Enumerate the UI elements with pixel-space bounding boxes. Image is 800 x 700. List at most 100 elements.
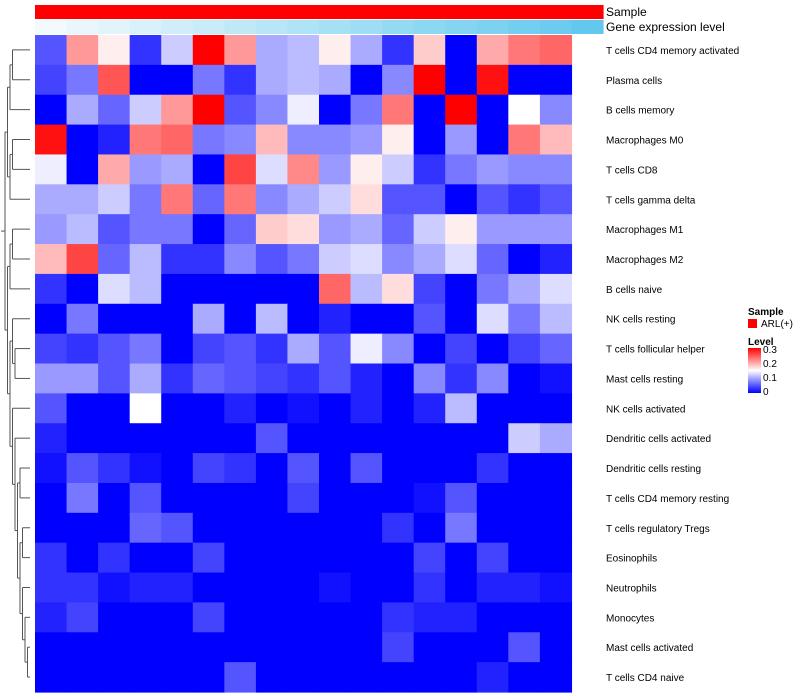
heatmap-cell-r16-c10 (350, 512, 383, 544)
heatmap-cell-r2-c14 (476, 94, 509, 126)
heatmap-cell-r13-c0 (35, 423, 68, 454)
heatmap-cell-r14-c3 (129, 453, 162, 484)
heatmap-cell-r7-c11 (382, 244, 415, 275)
heatmap-cell-r17-c8 (287, 542, 320, 574)
heatmap-cell-r3-c10 (350, 124, 383, 156)
heatmap-cell-r3-c11 (382, 124, 415, 156)
heatmap-cell-r13-c5 (192, 423, 225, 454)
heatmap-cell-r11-c5 (192, 363, 225, 394)
heatmap-cell-r5-c5 (192, 184, 225, 215)
legend-level-colorbar (748, 348, 761, 393)
heatmap-cell-r3-c7 (255, 124, 289, 156)
annotation-0-cell-9 (319, 5, 352, 19)
heatmap-cell-r10-c13 (445, 333, 478, 365)
annotation-0-cell-15 (508, 5, 541, 19)
heatmap-cell-r4-c5 (192, 154, 225, 185)
heatmap-cell-r18-c7 (255, 572, 289, 604)
heatmap-cell-r7-c7 (255, 244, 289, 275)
heatmap-cell-r13-c1 (66, 423, 99, 454)
heatmap-cell-r3-c5 (192, 124, 225, 156)
heatmap-cell-r19-c7 (255, 602, 289, 633)
row-label-18: Neutrophils (606, 583, 657, 594)
heatmap-cell-r21-c10 (350, 662, 383, 693)
heatmap-cell-r12-c3 (129, 393, 162, 424)
heatmap-cell-r19-c11 (382, 602, 415, 633)
legend-level-tick-1: 0.2 (763, 359, 777, 370)
heatmap-cell-r4-c13 (445, 154, 478, 185)
annotation-0-cell-8 (287, 5, 320, 19)
annotation-0-cell-16 (539, 5, 573, 19)
heatmap-cell-r7-c8 (287, 244, 320, 275)
row-label-2: B cells memory (606, 106, 674, 117)
heatmap-cell-r0-c10 (350, 35, 383, 66)
heatmap-cell-r9-c4 (161, 303, 194, 335)
heatmap-cell-r19-c3 (129, 602, 162, 633)
heatmap-cell-r19-c13 (445, 602, 478, 633)
heatmap-cell-r17-c2 (98, 542, 131, 574)
heatmap-cell-r6-c6 (224, 214, 257, 245)
heatmap-cell-r13-c8 (287, 423, 320, 454)
heatmap-cell-r17-c14 (476, 542, 509, 574)
heatmap-cell-r0-c6 (224, 35, 257, 66)
heatmap-cell-r5-c8 (287, 184, 320, 215)
heatmap-cell-r12-c2 (98, 393, 131, 424)
annotation-1-cell-9 (319, 20, 352, 34)
heatmap-cell-r1-c13 (445, 64, 478, 96)
heatmap-cell-r20-c3 (129, 632, 162, 663)
heatmap-cell-r1-c5 (192, 64, 225, 96)
heatmap-cell-r20-c8 (287, 632, 320, 663)
heatmap-cell-r6-c8 (287, 214, 320, 245)
heatmap-cell-r12-c7 (255, 393, 289, 424)
heatmap-cell-r9-c8 (287, 303, 320, 335)
row-label-21: T cells CD4 naive (606, 673, 685, 684)
heatmap-cell-r19-c15 (508, 602, 541, 633)
heatmap-cell-r6-c2 (98, 214, 131, 245)
heatmap-cell-r3-c16 (539, 124, 573, 156)
heatmap-cell-r3-c2 (98, 124, 131, 156)
legend-level-tick-3: 0 (763, 387, 769, 398)
heatmap-cell-r10-c8 (287, 333, 320, 365)
heatmap-cell-r7-c13 (445, 244, 478, 275)
heatmap-cell-r17-c10 (350, 542, 383, 574)
heatmap-cell-r12-c6 (224, 393, 257, 424)
heatmap-cell-r18-c15 (508, 572, 541, 604)
heatmap-cell-r0-c8 (287, 35, 320, 66)
heatmap-cell-r0-c4 (161, 35, 194, 66)
heatmap-cell-r9-c1 (66, 303, 99, 335)
heatmap-cell-r2-c12 (413, 94, 446, 126)
heatmap-cell-r7-c4 (161, 244, 194, 275)
heatmap-cell-r17-c11 (382, 542, 415, 574)
heatmap-cell-r21-c11 (382, 662, 415, 693)
heatmap-cell-r13-c4 (161, 423, 194, 454)
heatmap-cell-r5-c3 (129, 184, 162, 215)
heatmap-cell-r14-c12 (413, 453, 446, 484)
heatmap-cell-r5-c6 (224, 184, 257, 215)
heatmap-cell-r19-c9 (319, 602, 352, 633)
annotation-0-cell-7 (255, 5, 289, 19)
heatmap-cell-r11-c6 (224, 363, 257, 394)
heatmap-cell-r14-c1 (66, 453, 99, 484)
heatmap-cell-r21-c12 (413, 662, 446, 693)
heatmap-cell-r9-c13 (445, 303, 478, 335)
annotation-1-cell-17 (571, 20, 604, 34)
heatmap-cell-r3-c1 (66, 124, 99, 156)
heatmap-cell-r11-c10 (350, 363, 383, 394)
heatmap-cell-r7-c1 (66, 244, 99, 275)
annotation-0-cell-10 (350, 5, 383, 19)
heatmap-cell-r15-c8 (287, 482, 320, 514)
heatmap-cell-r8-c3 (129, 273, 162, 305)
heatmap-cell-r15-c6 (224, 482, 257, 514)
heatmap-cell-r3-c15 (508, 124, 541, 156)
heatmap-cell-r5-c12 (413, 184, 446, 215)
heatmap-cell-r10-c0 (35, 333, 68, 365)
heatmap-cell-r5-c1 (66, 184, 99, 215)
heatmap-cell-r4-c14 (476, 154, 509, 185)
heatmap-cell-r8-c0 (35, 273, 68, 305)
heatmap-cell-r17-c6 (224, 542, 257, 574)
annotation-0-cell-1 (66, 5, 99, 19)
heatmap-cell-r9-c14 (476, 303, 509, 335)
heatmap-cell-r13-c16 (539, 423, 573, 454)
heatmap-cell-r18-c4 (161, 572, 194, 604)
heatmap-cell-r14-c10 (350, 453, 383, 484)
